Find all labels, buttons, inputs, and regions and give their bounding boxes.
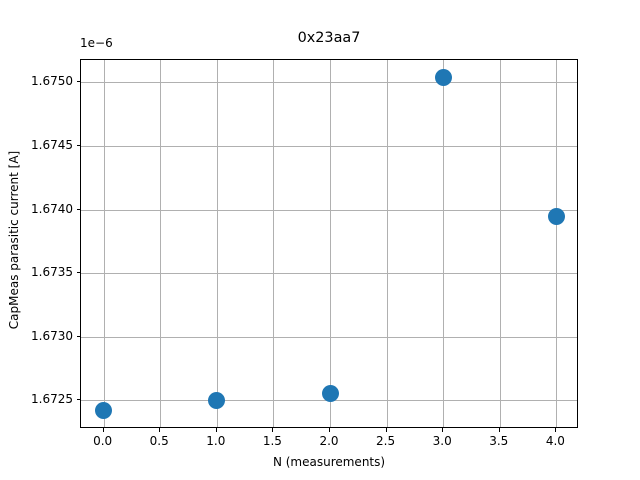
gridline-horizontal (81, 336, 577, 338)
gridline-horizontal (81, 273, 577, 275)
y-tick-mark (76, 81, 80, 83)
x-tick-mark (215, 428, 217, 432)
gridline-vertical (443, 60, 445, 427)
data-point (434, 68, 452, 86)
x-tick-mark (102, 428, 104, 432)
y-tick-label: 1.6725 (31, 392, 73, 407)
gridline-vertical (556, 60, 558, 427)
x-tick-label: 3.5 (489, 434, 509, 448)
x-tick-label: 1.0 (206, 434, 226, 448)
y-tick-mark (76, 399, 80, 401)
gridline-vertical (103, 60, 105, 427)
x-tick-mark (159, 428, 161, 432)
x-tick-mark (442, 428, 444, 432)
data-point (321, 384, 339, 402)
x-tick-mark (272, 428, 274, 432)
x-tick-label: 1.5 (262, 434, 282, 448)
y-tick-mark (76, 272, 80, 274)
y-tick-label: 1.6750 (31, 74, 73, 89)
data-point (208, 391, 226, 409)
gridline-vertical (160, 60, 162, 427)
x-tick-label: 0.5 (149, 434, 169, 448)
y-tick-mark (76, 144, 80, 146)
x-tick-mark (385, 428, 387, 432)
y-tick-mark (76, 335, 80, 337)
gridline-horizontal (81, 209, 577, 211)
gridline-vertical (386, 60, 388, 427)
gridline-horizontal (81, 145, 577, 147)
y-axis-label: CapMeas parasitic current [A] (7, 150, 21, 330)
x-tick-mark (555, 428, 557, 432)
gridline-vertical (216, 60, 218, 427)
y-tick-label: 1.6745 (31, 137, 73, 152)
x-tick-mark (498, 428, 500, 432)
x-tick-mark (329, 428, 330, 432)
gridline-vertical (499, 60, 501, 427)
chart-title: 0x23aa7 (297, 30, 361, 46)
x-tick-label: 0.0 (93, 434, 113, 448)
gridline-vertical (273, 60, 275, 427)
plot-area (80, 59, 578, 428)
x-axis-label: N (measurements) (272, 455, 386, 469)
y-tick-label: 1.6730 (31, 328, 73, 343)
x-tick-label: 2.5 (376, 434, 396, 448)
x-tick-label: 2.0 (319, 434, 339, 448)
x-tick-label: 3.0 (432, 434, 452, 448)
y-tick-label: 1.6735 (31, 265, 73, 280)
y-axis-offset-label: 1e−6 (80, 36, 113, 50)
y-tick-mark (76, 208, 80, 210)
gridline-vertical (330, 60, 331, 427)
data-point (95, 402, 113, 420)
data-point (547, 208, 565, 225)
x-tick-label: 4.0 (545, 434, 565, 448)
y-tick-label: 1.6740 (31, 201, 73, 216)
gridline-horizontal (81, 82, 577, 84)
